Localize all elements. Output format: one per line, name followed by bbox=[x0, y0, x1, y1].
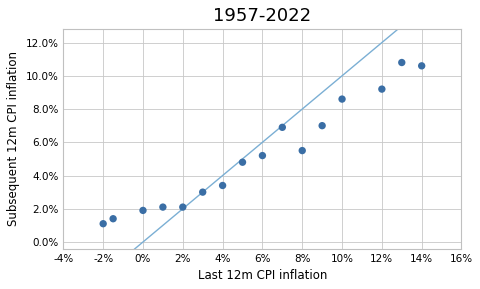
Point bbox=[378, 87, 386, 91]
Point bbox=[398, 60, 406, 65]
Point bbox=[299, 148, 306, 153]
Y-axis label: Subsequent 12m CPI inflation: Subsequent 12m CPI inflation bbox=[7, 51, 20, 227]
Point bbox=[278, 125, 286, 130]
Point bbox=[219, 183, 227, 188]
Point bbox=[109, 216, 117, 221]
Point bbox=[418, 64, 425, 68]
Point bbox=[239, 160, 246, 164]
X-axis label: Last 12m CPI inflation: Last 12m CPI inflation bbox=[198, 269, 327, 282]
Point bbox=[159, 205, 167, 210]
Title: 1957-2022: 1957-2022 bbox=[214, 7, 312, 25]
Point bbox=[338, 97, 346, 101]
Point bbox=[318, 123, 326, 128]
Point bbox=[139, 208, 147, 213]
Point bbox=[259, 153, 266, 158]
Point bbox=[179, 205, 187, 210]
Point bbox=[199, 190, 206, 194]
Point bbox=[99, 221, 107, 226]
